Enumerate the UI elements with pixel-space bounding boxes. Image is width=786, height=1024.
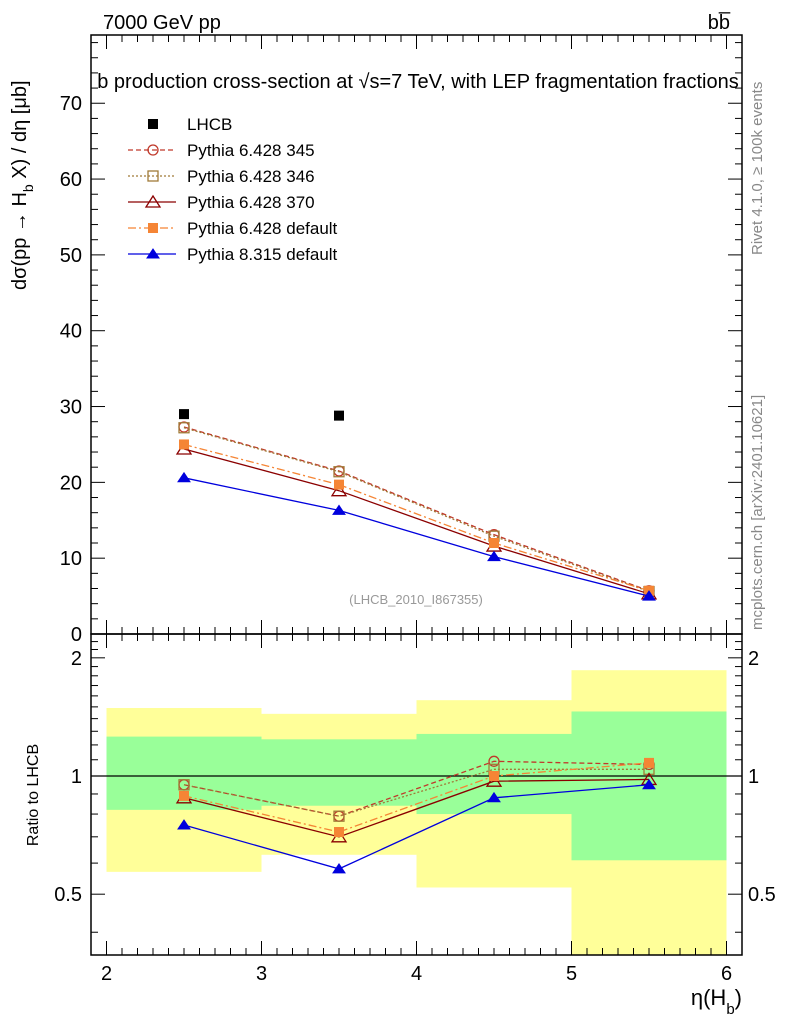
inner-band-bin-2 bbox=[261, 739, 417, 806]
main-y-axis-label: dσ(pp → Hb X) / dη [μb] bbox=[9, 80, 36, 290]
main-line-pythia-6-428-default bbox=[183, 443, 650, 592]
main-series-group bbox=[175, 421, 658, 601]
x-label-suffix: ) bbox=[735, 985, 742, 1010]
legend-marker-pythia-6-428-345 bbox=[147, 144, 159, 156]
ratio-point-pythia-6-428-default-1 bbox=[179, 790, 189, 801]
legend-entry-pythia-6-428-345: Pythia 6.428 345 bbox=[128, 141, 315, 160]
lhcb-point-1 bbox=[179, 409, 189, 420]
x-tick-label-5: 5 bbox=[566, 963, 577, 985]
main-point-pythia-6-428-346-1 bbox=[178, 422, 190, 434]
main-y-label-prefix: dσ(pp → H bbox=[9, 192, 31, 290]
main-y-tick-label-70: 70 bbox=[60, 93, 82, 115]
legend-marker-pythia-6-428-346 bbox=[147, 170, 159, 182]
main-line-pythia-6-428-346 bbox=[183, 427, 650, 593]
x-tick-label-3: 3 bbox=[256, 963, 267, 985]
ratio-y-tick-label-right-0.5: 0.5 bbox=[748, 884, 776, 906]
ratio-y-tick-label-left-0.5: 0.5 bbox=[54, 884, 82, 906]
ratio-point-pythia-6-428-346-2 bbox=[333, 810, 345, 822]
legend-marker-pythia-6-428-370 bbox=[144, 194, 162, 208]
main-y-tick-label-10: 10 bbox=[60, 548, 82, 570]
legend-label-pythia-6-428-346: Pythia 6.428 346 bbox=[187, 167, 315, 186]
main-point-pythia-6-428-default-2 bbox=[334, 479, 344, 490]
main-y-label-sub: b bbox=[20, 184, 36, 192]
legend-entry-lhcb: LHCB bbox=[148, 115, 232, 134]
ratio-point-pythia-8-315-default-3 bbox=[487, 791, 501, 803]
legend-label-pythia-6-428-370: Pythia 6.428 370 bbox=[187, 193, 315, 212]
analysis-id: (LHCB_2010_I867355) bbox=[349, 592, 483, 607]
ratio-y-tick-label-right-1: 1 bbox=[748, 766, 759, 788]
ratio-line-pythia-6-428-default bbox=[183, 762, 650, 833]
plot-title: b production cross-section at √s=7 TeV, … bbox=[97, 71, 739, 93]
ratio-point-pythia-6-428-346-1 bbox=[178, 779, 190, 791]
main-point-pythia-8-315-default-4 bbox=[642, 590, 656, 601]
lhcb-data-points bbox=[179, 409, 344, 421]
ratio-y-axis-label: Ratio to LHCB bbox=[25, 744, 42, 846]
main-line-pythia-8-315-default bbox=[183, 477, 650, 597]
main-point-pythia-6-428-default-3 bbox=[489, 538, 499, 549]
legend-entry-pythia-6-428-default: Pythia 6.428 default bbox=[128, 219, 338, 238]
side-rivet-label: Rivet 4.1.0, ≥ 100k events bbox=[749, 82, 766, 255]
main-line-pythia-6-428-345 bbox=[183, 426, 650, 592]
legend-label-lhcb: LHCB bbox=[187, 115, 232, 134]
process-label: bb̅ bbox=[708, 11, 731, 34]
legend-label-pythia-6-428-345: Pythia 6.428 345 bbox=[187, 141, 315, 160]
x-axis-label: η(Hb) bbox=[691, 985, 742, 1018]
x-tick-label-2: 2 bbox=[101, 963, 112, 985]
legend-entry-pythia-8-315-default: Pythia 8.315 default bbox=[128, 245, 338, 264]
main-y-tick-label-60: 60 bbox=[60, 169, 82, 191]
legend: LHCB Pythia 6.428 345 Pythia 6.428 346 Pyth… bbox=[128, 115, 338, 264]
legend-label-pythia-8-315-default: Pythia 8.315 default bbox=[187, 245, 338, 264]
main-point-pythia-8-315-default-1 bbox=[177, 471, 191, 483]
ratio-point-pythia-6-428-default-4 bbox=[644, 757, 654, 768]
ratio-y-tick-label-right-2: 2 bbox=[748, 648, 759, 670]
main-y-tick-label-20: 20 bbox=[60, 472, 82, 494]
legend-entry-pythia-6-428-370: Pythia 6.428 370 bbox=[128, 193, 315, 212]
main-y-tick-label-0: 0 bbox=[71, 624, 82, 646]
legend-marker-lhcb bbox=[148, 119, 158, 129]
main-point-pythia-6-428-default-1 bbox=[179, 439, 189, 450]
legend-entry-pythia-6-428-346: Pythia 6.428 346 bbox=[128, 167, 315, 186]
ratio-line-pythia-6-428-345 bbox=[183, 760, 650, 817]
main-point-pythia-8-315-default-2 bbox=[332, 504, 346, 515]
x-tick-label-4: 4 bbox=[411, 963, 422, 985]
lhcb-point-2 bbox=[334, 410, 344, 421]
main-point-pythia-8-315-default-3 bbox=[487, 550, 501, 562]
main-y-tick-label-30: 30 bbox=[60, 397, 82, 419]
main-y-label-suffix: X) / dη [μb] bbox=[9, 80, 31, 184]
main-point-pythia-6-428-370-2 bbox=[330, 483, 348, 497]
x-tick-label-6: 6 bbox=[721, 963, 732, 985]
main-line-pythia-6-428-370 bbox=[183, 448, 650, 595]
ratio-point-pythia-6-428-default-3 bbox=[489, 771, 499, 782]
x-label-sub: b bbox=[726, 1001, 734, 1018]
ratio-point-pythia-8-315-default-2 bbox=[332, 862, 346, 874]
legend-marker-pythia-8-315-default bbox=[146, 248, 160, 259]
ratio-point-pythia-8-315-default-1 bbox=[177, 819, 191, 830]
x-label-prefix: η(H bbox=[691, 985, 726, 1010]
ratio-point-pythia-6-428-345-3 bbox=[488, 755, 500, 767]
ratio-point-pythia-6-428-default-2 bbox=[334, 827, 344, 838]
main-y-tick-label-40: 40 bbox=[60, 321, 82, 343]
legend-marker-pythia-6-428-default bbox=[148, 223, 158, 233]
side-mcplots-label: mcplots.cern.ch [arXiv:2401.10621] bbox=[749, 395, 766, 630]
ratio-y-tick-label-left-2: 2 bbox=[71, 648, 82, 670]
ratio-y-tick-label-left-1: 1 bbox=[71, 766, 82, 788]
energy-label: 7000 GeV pp bbox=[103, 12, 221, 34]
ratio-series-group bbox=[175, 755, 658, 874]
legend-label-pythia-6-428-default: Pythia 6.428 default bbox=[187, 219, 338, 238]
main-y-tick-label-50: 50 bbox=[60, 245, 82, 267]
ratio-point-pythia-8-315-default-4 bbox=[642, 778, 656, 790]
main-point-pythia-6-428-346-2 bbox=[333, 466, 345, 478]
ratio-uncertainty-bands bbox=[106, 670, 727, 955]
ratio-line-pythia-8-315-default bbox=[183, 784, 650, 870]
ratio-line-pythia-6-428-370 bbox=[183, 778, 650, 838]
